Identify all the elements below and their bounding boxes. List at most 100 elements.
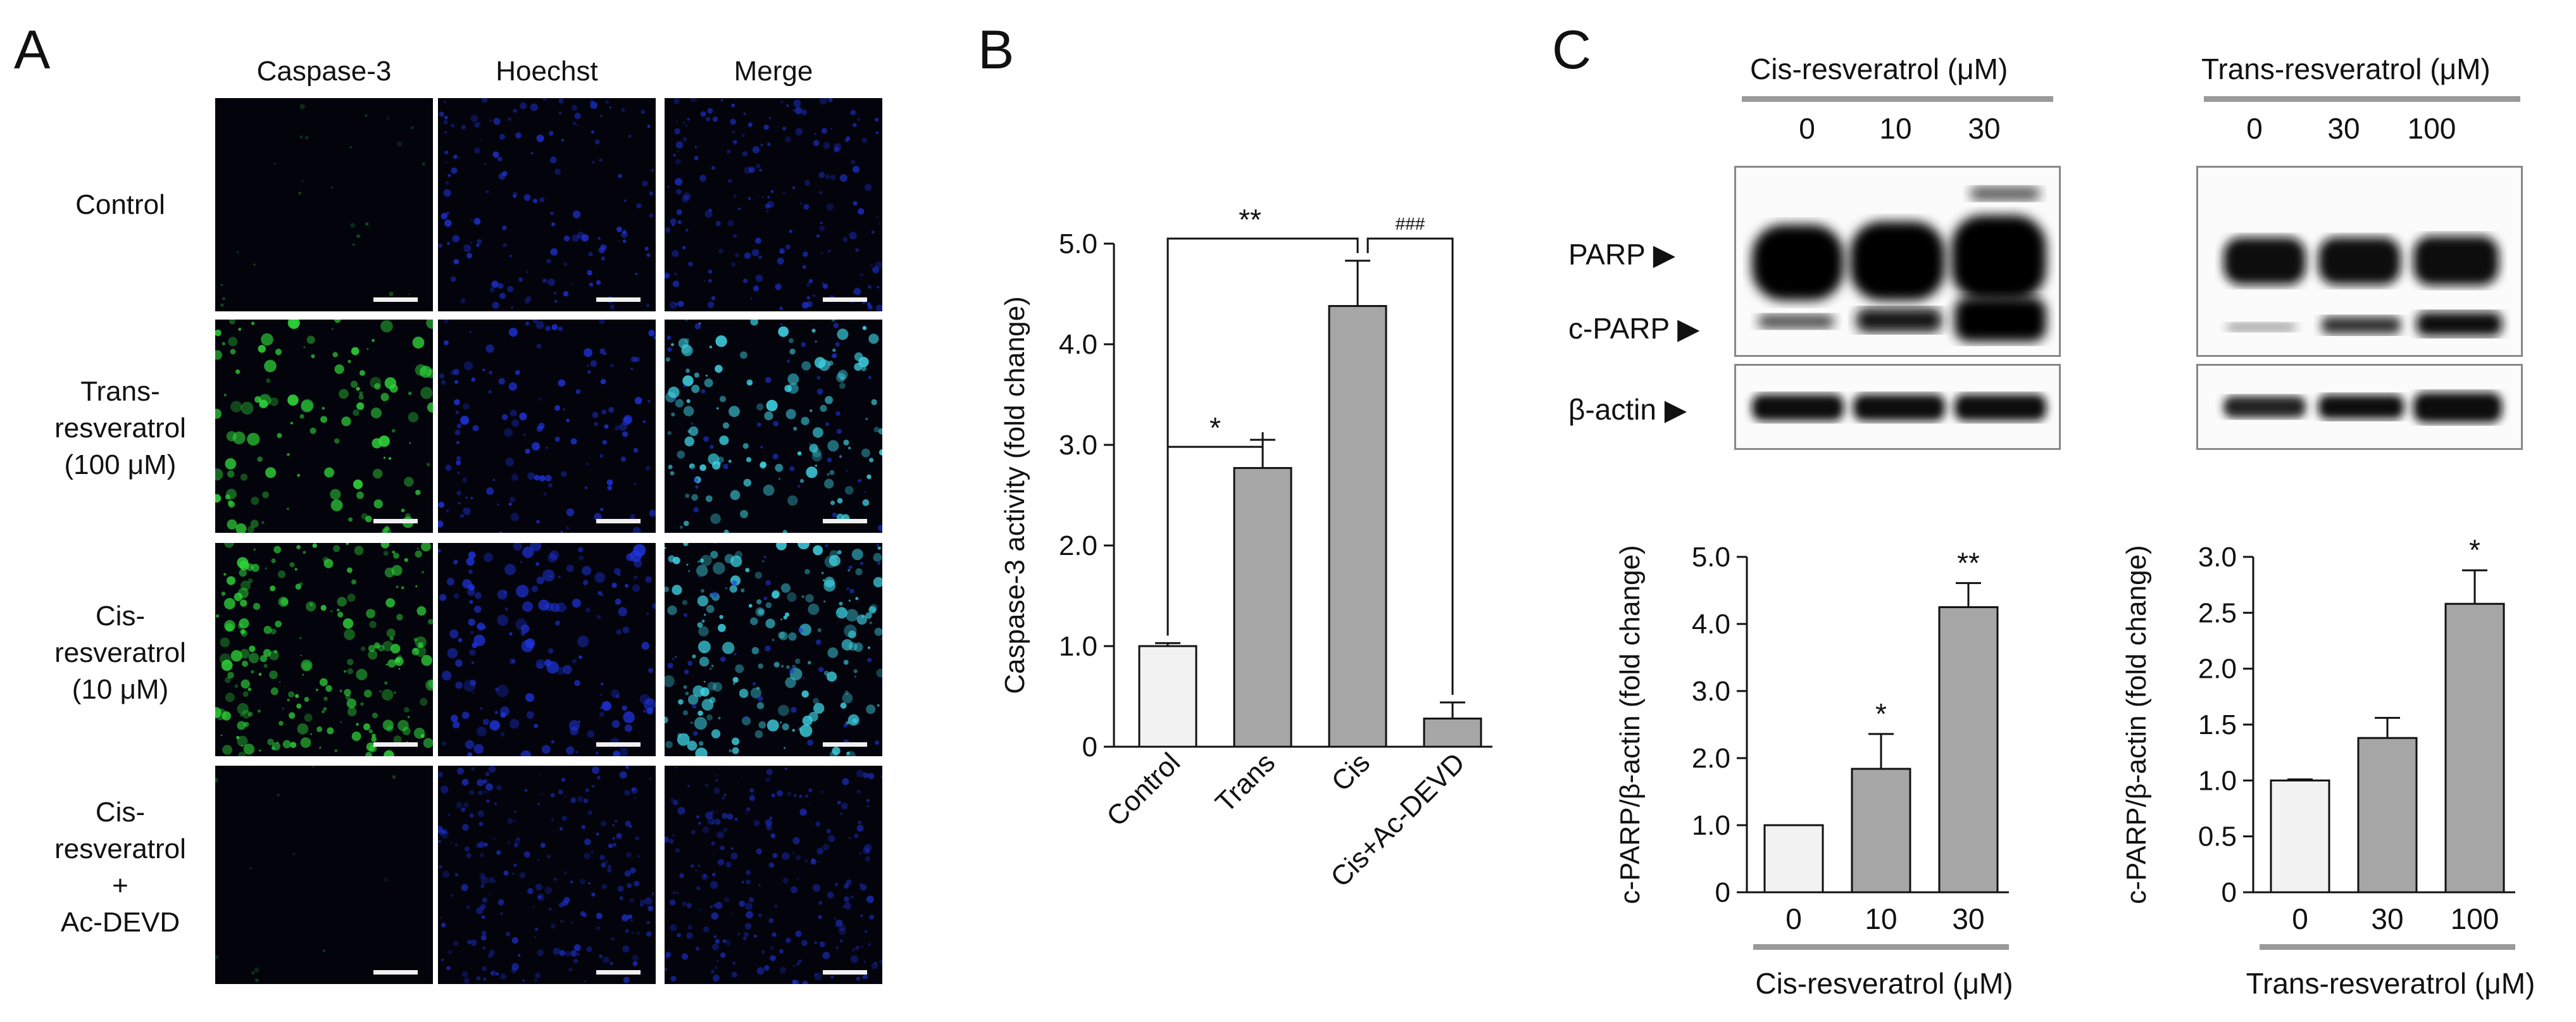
blot-title-cis: Cis-resveratrol (μM) xyxy=(1750,53,2008,85)
blot-conc-cis-30: 30 xyxy=(1968,112,2001,145)
blot-conc-cis-0: 0 xyxy=(1799,112,1815,145)
y-tick-label: 3.0 xyxy=(1692,676,1730,707)
x-tick-label: 0 xyxy=(1785,902,1802,935)
sig-label: ** xyxy=(1239,203,1261,236)
bar-Cis+Ac-DEVD xyxy=(1423,717,1482,748)
scale-bar xyxy=(596,297,641,302)
bar-Trans xyxy=(1233,467,1292,748)
bar-100 xyxy=(2444,602,2505,894)
y-tick-label: 2.0 xyxy=(1059,530,1097,561)
micrograph-r1-merge xyxy=(665,98,882,311)
chart-cparp-trans: 0 0.5 1.0 1.5 2.0 2.5 3.0 c-PARP/β-actin (fold … xyxy=(2121,533,2535,1000)
sig-label: ### xyxy=(1396,214,1425,234)
row-label-trans: Trans- resveratrol (100 μM) xyxy=(54,376,186,480)
y-tick-label: 0 xyxy=(1082,732,1097,763)
panel-label-b: B xyxy=(978,20,1015,80)
blot-trans-parp xyxy=(2196,166,2523,357)
bar-0 xyxy=(2270,779,2330,894)
panel-label-a: A xyxy=(14,20,51,80)
scale-bar xyxy=(823,742,867,747)
band-label-cparp: c-PARP ▶ xyxy=(1568,312,1700,345)
x-tick-label: 10 xyxy=(1865,902,1897,935)
y-tick-label: 3.0 xyxy=(1059,430,1097,461)
micrograph-r2-merge xyxy=(665,320,882,533)
scale-bar xyxy=(373,519,418,523)
y-axis-label: c-PARP/β-actin (fold change) xyxy=(1615,545,1646,904)
blot-bar-cis xyxy=(1742,96,2053,102)
x-tick-label: Control xyxy=(1101,747,1186,832)
treatment-bar xyxy=(1753,944,2009,950)
chart-caspase3-activity: 0 1.0 2.0 3.0 4.0 5.0 Caspase-3 activity (fold… xyxy=(999,203,1492,893)
y-tick-label: 1.0 xyxy=(1692,810,1730,841)
scale-bar xyxy=(596,742,641,747)
sig-bracket-cis-devd xyxy=(1366,237,1454,695)
y-tick-label: 1.0 xyxy=(1059,631,1097,662)
band-label-actin: β-actin ▶ xyxy=(1568,393,1687,426)
y-tick-label: 2.0 xyxy=(1692,743,1730,774)
sig-bracket-control-cis xyxy=(1166,237,1359,636)
micrograph-r1-hoechst xyxy=(438,98,656,311)
x-tick-label: 30 xyxy=(1952,902,1984,935)
blot-cis-parp xyxy=(1734,166,2061,357)
y-tick-label: 0 xyxy=(1715,877,1730,908)
y-tick-label: 3.0 xyxy=(2198,542,2237,573)
sig-label: * xyxy=(2469,533,2480,566)
treatment-bar xyxy=(2260,944,2515,950)
column-title-merge: Merge xyxy=(734,56,813,87)
x-tick-label: 0 xyxy=(2292,902,2308,935)
panel-label-c: C xyxy=(1552,20,1592,80)
blot-conc-trans-100: 100 xyxy=(2407,112,2456,145)
scale-bar xyxy=(596,970,641,975)
micrograph-r1-caspase3 xyxy=(215,98,433,311)
scale-bar xyxy=(823,297,867,302)
x-axis-label: Cis-resveratrol (μM) xyxy=(1755,967,2013,1000)
y-tick-label: 2.5 xyxy=(2198,597,2237,628)
sig-label: * xyxy=(1875,697,1887,730)
scale-bar xyxy=(373,742,418,747)
blot-cis-actin xyxy=(1734,364,2061,450)
micrograph-r4-hoechst xyxy=(438,766,656,984)
y-tick-label: 2.0 xyxy=(2198,654,2237,685)
scale-bar xyxy=(373,970,418,975)
band-label-parp: PARP ▶ xyxy=(1568,238,1676,271)
x-axis-label: Trans-resveratrol (μM) xyxy=(2246,967,2535,1000)
y-tick-label: 4.0 xyxy=(1692,609,1730,640)
x-tick-label: 30 xyxy=(2371,902,2403,935)
bar-Control xyxy=(1138,645,1197,748)
y-tick-label: 5.0 xyxy=(1059,228,1097,259)
y-tick-label: 5.0 xyxy=(1692,542,1730,573)
y-tick-label: 0.5 xyxy=(2198,821,2237,852)
micrograph-r3-caspase3 xyxy=(215,543,433,756)
blot-conc-cis-10: 10 xyxy=(1879,112,1912,145)
bar-30 xyxy=(2357,737,2418,894)
blot-title-trans: Trans-resveratrol (μM) xyxy=(2201,53,2491,85)
micrograph-r3-hoechst xyxy=(438,543,656,756)
blot-conc-trans-0: 0 xyxy=(2246,112,2263,145)
micrograph-r4-merge xyxy=(665,766,882,984)
blot-conc-trans-30: 30 xyxy=(2327,112,2360,145)
bar-10 xyxy=(1851,768,1911,894)
row-label-cis: Cis- resveratrol (10 μM) xyxy=(54,601,186,705)
blot-bar-trans xyxy=(2204,96,2520,102)
bar-0 xyxy=(1763,824,1824,894)
sig-label: * xyxy=(1210,411,1221,444)
bar-Cis xyxy=(1328,305,1387,748)
y-tick-label: 0 xyxy=(2222,877,2237,908)
y-tick-label: 1.5 xyxy=(2198,709,2237,740)
scale-bar xyxy=(373,297,418,302)
y-tick-label: 4.0 xyxy=(1059,329,1097,360)
x-tick-label: Trans xyxy=(1210,747,1281,818)
y-tick-label: 1.0 xyxy=(2198,765,2237,796)
y-axis-label: Caspase-3 activity (fold change) xyxy=(999,296,1030,694)
scale-bar xyxy=(596,519,641,523)
y-axis-label: c-PARP/β-actin (fold change) xyxy=(2121,545,2152,904)
chart-cparp-cis: 0 1.0 2.0 3.0 4.0 5.0 c-PARP/β-actin (fold cha… xyxy=(1615,542,2013,1000)
bar-30 xyxy=(1938,606,1999,894)
column-title-caspase3: Caspase-3 xyxy=(256,56,392,87)
x-tick-label: Cis xyxy=(1325,747,1376,797)
scale-bar xyxy=(823,519,867,523)
micrograph-r3-merge xyxy=(665,543,882,756)
scale-bar xyxy=(823,970,867,975)
x-tick-label: 100 xyxy=(2451,902,2499,935)
micrograph-r2-hoechst xyxy=(438,320,656,533)
